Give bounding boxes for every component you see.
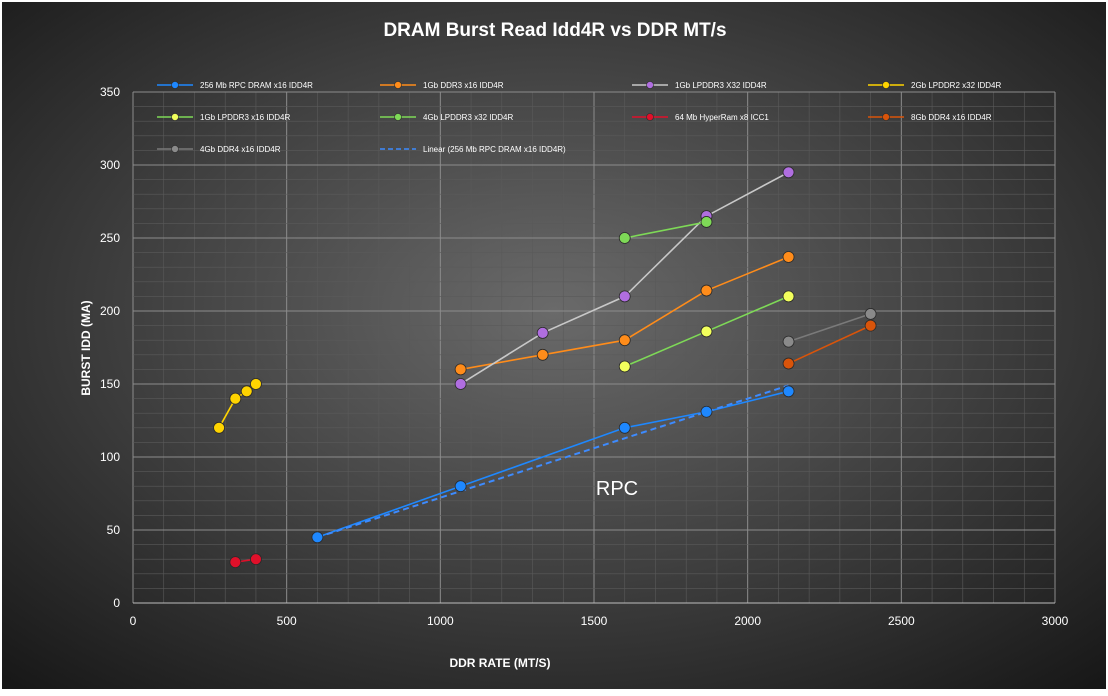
legend-entry-label: 2Gb LPDDR2 x32 IDD4R — [911, 81, 1001, 90]
legend-entry-label: 1Gb LPDDR3 X32 IDD4R — [675, 81, 767, 90]
legend-entry-label: 1Gb DDR3 x16 IDD4R — [423, 81, 504, 90]
chart-title: DRAM Burst Read Idd4R vs DDR MT/s — [383, 20, 726, 41]
legend-trendline-label: Linear (256 Mb RPC DRAM x16 IDD4R) — [423, 145, 566, 154]
data-point — [782, 290, 795, 303]
data-point — [700, 405, 713, 418]
legend-swatch-marker — [171, 113, 179, 121]
series-line-8 — [788, 313, 871, 343]
data-point — [782, 251, 795, 263]
legend-entry-label: 256 Mb RPC DRAM x16 IDD4R — [200, 81, 313, 90]
data-point — [250, 553, 262, 566]
legend-swatch-marker — [882, 81, 890, 89]
y-axis-label: BURST IDD (MA) — [79, 300, 93, 395]
data-point — [618, 334, 631, 347]
data-point — [240, 385, 253, 398]
data-point — [618, 360, 631, 373]
rpc-annotation: RPC — [596, 478, 638, 500]
y-tick-label: 50 — [107, 523, 121, 537]
legend-entry-label: 64 Mb HyperRam x8 ICC1 — [675, 113, 769, 122]
data-point — [213, 421, 225, 434]
data-point — [229, 556, 242, 569]
data-point — [250, 378, 262, 390]
legend-swatch-marker — [394, 81, 402, 89]
legend-swatch-marker — [646, 81, 654, 89]
data-point — [311, 531, 324, 544]
y-tick-label: 0 — [113, 596, 120, 610]
data-point — [618, 290, 631, 303]
y-tick-label: 100 — [100, 450, 120, 464]
data-point — [536, 326, 549, 339]
data-point — [700, 216, 713, 228]
data-point — [454, 378, 467, 390]
data-point — [454, 480, 467, 493]
y-tick-label: 150 — [100, 377, 120, 391]
legend-swatch-marker — [646, 113, 654, 121]
data-point — [864, 308, 877, 320]
x-tick-label: 2000 — [734, 614, 761, 628]
data-point — [782, 357, 795, 370]
data-point — [700, 325, 713, 338]
data-point — [782, 385, 795, 398]
data-point — [618, 421, 631, 434]
x-tick-label: 3000 — [1042, 614, 1069, 628]
y-tick-label: 300 — [100, 158, 120, 172]
legend-swatch-marker — [171, 81, 179, 89]
data-point — [536, 348, 549, 361]
data-point — [782, 335, 795, 348]
tick-labels: 0 500 1000 1500 2000 2500 3000 0 50 100 150 200 250 3… — [100, 85, 1069, 628]
y-tick-label: 250 — [100, 231, 120, 245]
data-point — [229, 392, 242, 405]
legend: 256 Mb RPC DRAM x16 IDD4R 1Gb DDR3 x16 ID… — [157, 81, 1001, 154]
legend-entry-label: 1Gb LPDDR3 x16 IDD4R — [200, 113, 290, 122]
x-tick-label: 2500 — [888, 614, 915, 628]
legend-entry-label: 4Gb DDR4 x16 IDD4R — [200, 145, 281, 154]
x-tick-label: 1000 — [427, 614, 454, 628]
data-point — [618, 232, 631, 244]
legend-swatch-marker — [394, 113, 402, 121]
legend-entry-label: 8Gb DDR4 x16 IDD4R — [911, 113, 992, 122]
legend-swatch-marker — [882, 113, 890, 121]
x-tick-label: 0 — [130, 614, 137, 628]
legend-entry-label: 4Gb LPDDR3 x32 IDD4R — [423, 113, 513, 122]
x-axis-label: DDR RATE (MT/S) — [449, 656, 550, 670]
data-points — [213, 166, 877, 569]
data-point — [700, 284, 713, 297]
grid — [132, 91, 1056, 604]
legend-swatch-marker — [171, 145, 179, 153]
data-point — [454, 363, 467, 376]
x-tick-label: 1500 — [581, 614, 608, 628]
y-tick-label: 350 — [100, 85, 120, 99]
series-line-5 — [624, 221, 707, 239]
y-tick-label: 200 — [100, 304, 120, 318]
series-line-7 — [788, 324, 871, 365]
data-point — [864, 319, 877, 332]
data-point — [782, 166, 795, 179]
x-tick-label: 500 — [277, 614, 297, 628]
